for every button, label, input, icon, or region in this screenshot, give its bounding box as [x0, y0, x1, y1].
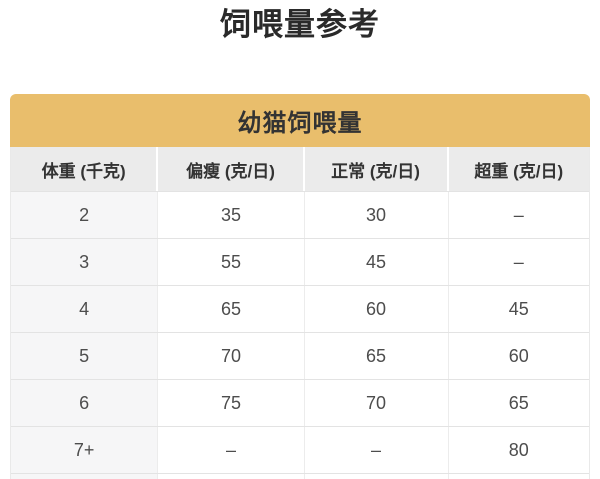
thin-cell: –: [158, 427, 305, 473]
table-row: 5 70 65 60: [11, 332, 589, 379]
weight-cell: 7+: [11, 427, 159, 473]
weight-cell: 6: [11, 380, 159, 426]
overweight-cell: –: [513, 204, 524, 225]
overweight-cell: 60: [508, 345, 529, 366]
thin-cell: 55: [158, 239, 305, 285]
feeding-table-card: 幼猫饲喂量 体重 (千克) 偏瘦 (克/日) 正常 (克/日) 超重 (克/日)…: [10, 94, 590, 479]
normal-cell: 65: [305, 333, 449, 379]
thin-cell: 35: [158, 192, 305, 238]
normal-cell: 70: [305, 380, 449, 426]
normal-cell: 30: [305, 192, 449, 238]
overweight-cell: 45: [508, 298, 529, 319]
weight-cell: 3: [11, 239, 159, 285]
weight-cell: 5: [11, 333, 159, 379]
thin-cell: 75: [158, 380, 305, 426]
thin-cell: 70: [158, 333, 305, 379]
column-header-weight: 体重 (千克): [11, 147, 159, 191]
table-row: 6 75 70 65: [11, 379, 589, 426]
column-header-row: 体重 (千克) 偏瘦 (克/日) 正常 (克/日) 超重 (克/日): [11, 147, 589, 191]
column-header-overweight: 超重 (克/日): [474, 161, 564, 181]
normal-cell: –: [305, 427, 449, 473]
weight-cell: 4: [11, 286, 159, 332]
overweight-cell: –: [513, 251, 524, 272]
weight-cell: 2: [11, 192, 159, 238]
table-title: 幼猫饲喂量: [237, 110, 363, 137]
table-row: 7+ – – 80: [11, 426, 589, 473]
normal-cell: 60: [305, 286, 449, 332]
table-row: 2 35 30 –: [11, 191, 589, 238]
table-title-band: 幼猫饲喂量: [10, 94, 590, 147]
column-header-thin: 偏瘦 (克/日): [158, 147, 305, 191]
table-row: 3 55 45 –: [11, 238, 589, 285]
overweight-cell: 80: [508, 439, 529, 460]
table-row: 4 65 60 45: [11, 285, 589, 332]
overweight-cell: 65: [508, 392, 529, 413]
feeding-table: 体重 (千克) 偏瘦 (克/日) 正常 (克/日) 超重 (克/日) 2 35 …: [10, 147, 590, 479]
normal-cell: 45: [305, 239, 449, 285]
page-title: 饲喂量参考: [220, 7, 380, 42]
table-row-cutoff: [11, 473, 589, 479]
thin-cell: 65: [158, 286, 305, 332]
column-header-normal: 正常 (克/日): [305, 147, 449, 191]
